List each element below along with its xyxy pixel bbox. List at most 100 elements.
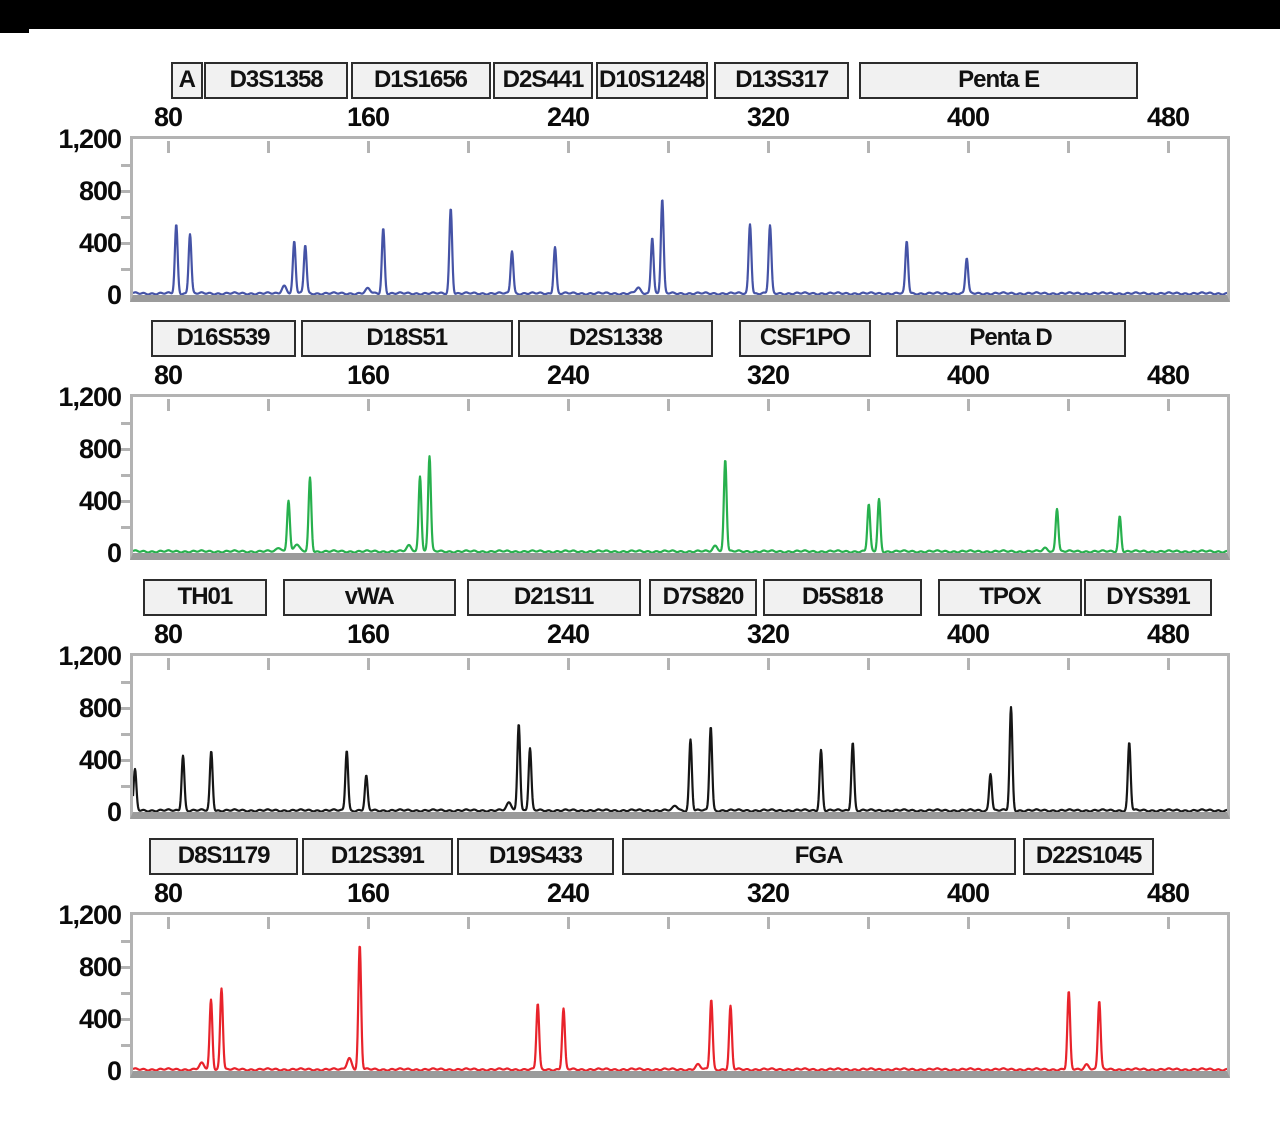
trace-red <box>133 945 1227 1071</box>
marker-box-csf1po: CSF1PO <box>739 320 871 357</box>
x-tick-label: 160 <box>346 102 390 132</box>
x-tick-label: 320 <box>746 360 790 390</box>
x-tick-mark <box>266 658 270 670</box>
y-tick-mark <box>121 680 132 684</box>
marker-box-d19s433: D19S433 <box>456 838 615 875</box>
x-tick-label: 480 <box>1146 619 1190 649</box>
x-tick-mark <box>1166 399 1170 411</box>
marker-box-d5s818: D5S818 <box>763 579 922 616</box>
x-tick-mark <box>166 658 170 670</box>
x-tick-label: 160 <box>346 619 390 649</box>
x-tick-mark <box>866 399 870 411</box>
trace-path-black <box>133 706 1227 812</box>
top-bar-notch <box>0 29 29 33</box>
marker-box-d8s1179: D8S1179 <box>149 838 298 875</box>
marker-box-tpox: TPOX <box>938 579 1082 616</box>
x-tick-label: 400 <box>946 360 990 390</box>
y-tick-mark <box>121 939 132 943</box>
x-tick-mark <box>666 141 670 153</box>
y-tick-mark <box>121 163 132 167</box>
x-tick-label: 80 <box>153 360 183 390</box>
y-tick-label: 800 <box>78 693 122 723</box>
x-tick-label: 480 <box>1146 102 1190 132</box>
marker-box-d21s11: D21S11 <box>466 579 641 616</box>
x-tick-mark <box>966 399 970 411</box>
x-tick-mark <box>766 917 770 929</box>
x-tick-label: 320 <box>746 102 790 132</box>
marker-box-d2s1338: D2S1338 <box>518 320 713 357</box>
x-tick-label: 80 <box>153 619 183 649</box>
x-tick-label: 320 <box>746 619 790 649</box>
marker-box-fga: FGA <box>621 838 1016 875</box>
x-tick-mark <box>566 141 570 153</box>
x-tick-mark <box>866 658 870 670</box>
x-tick-mark <box>1066 141 1070 153</box>
plot-area-red <box>130 912 1230 1078</box>
trace-black <box>133 706 1227 812</box>
x-tick-mark <box>266 141 270 153</box>
x-tick-label: 240 <box>546 360 590 390</box>
x-tick-mark <box>1166 917 1170 929</box>
x-tick-mark <box>966 917 970 929</box>
y-tick-label: 1,200 <box>58 124 122 154</box>
x-tick-mark <box>966 658 970 670</box>
y-tick-mark <box>121 473 132 477</box>
plot-area-blue <box>130 136 1230 302</box>
x-tick-label: 160 <box>346 878 390 908</box>
marker-box-d1s1656: D1S1656 <box>350 62 491 99</box>
y-tick-label: 1,200 <box>58 382 122 412</box>
y-tick-mark <box>121 267 132 271</box>
marker-box-d13s317: D13S317 <box>714 62 850 99</box>
marker-box-th01: TH01 <box>143 579 267 616</box>
x-tick-mark <box>1166 141 1170 153</box>
y-tick-mark <box>121 758 132 762</box>
marker-box-d18s51: D18S51 <box>300 320 513 357</box>
y-tick-mark <box>121 215 132 219</box>
x-tick-mark <box>866 141 870 153</box>
marker-box-penta-d: Penta D <box>895 320 1126 357</box>
x-tick-mark <box>566 399 570 411</box>
y-tick-mark <box>121 1043 132 1047</box>
marker-box-vwa: vWA <box>283 579 456 616</box>
x-tick-mark <box>366 658 370 670</box>
trace-path-green <box>133 455 1227 553</box>
y-tick-mark <box>121 1017 132 1021</box>
plot-area-black <box>130 653 1230 819</box>
y-tick-mark <box>121 732 132 736</box>
x-tick-mark <box>566 917 570 929</box>
x-tick-mark <box>466 658 470 670</box>
x-tick-mark <box>166 917 170 929</box>
y-tick-label: 1,200 <box>58 900 122 930</box>
x-tick-label: 400 <box>946 878 990 908</box>
y-tick-label: 0 <box>106 538 122 568</box>
x-tick-label: 240 <box>546 619 590 649</box>
y-tick-label: 0 <box>106 1056 122 1086</box>
marker-box-penta-e: Penta E <box>859 62 1138 99</box>
marker-box-dys391: DYS391 <box>1084 579 1212 616</box>
x-tick-mark <box>366 399 370 411</box>
x-tick-mark <box>1066 399 1070 411</box>
y-tick-mark <box>121 447 132 451</box>
y-tick-label: 400 <box>78 745 122 775</box>
trace-green <box>133 455 1227 553</box>
x-tick-mark <box>466 399 470 411</box>
x-tick-mark <box>166 141 170 153</box>
x-tick-label: 160 <box>346 360 390 390</box>
x-tick-mark <box>366 141 370 153</box>
y-tick-mark <box>121 991 132 995</box>
y-tick-mark <box>121 784 132 788</box>
x-tick-mark <box>1066 658 1070 670</box>
y-tick-mark <box>121 499 132 503</box>
marker-box-d16s539: D16S539 <box>150 320 296 357</box>
y-tick-label: 800 <box>78 176 122 206</box>
x-tick-label: 240 <box>546 878 590 908</box>
x-tick-mark <box>766 399 770 411</box>
y-tick-label: 400 <box>78 486 122 516</box>
marker-box-d12s391: D12S391 <box>301 838 453 875</box>
x-tick-mark <box>766 141 770 153</box>
y-tick-mark <box>121 525 132 529</box>
x-tick-label: 80 <box>153 102 183 132</box>
marker-box-d10s1248: D10S1248 <box>595 62 708 99</box>
marker-box-a: A <box>170 62 203 99</box>
marker-box-d2s441: D2S441 <box>493 62 593 99</box>
